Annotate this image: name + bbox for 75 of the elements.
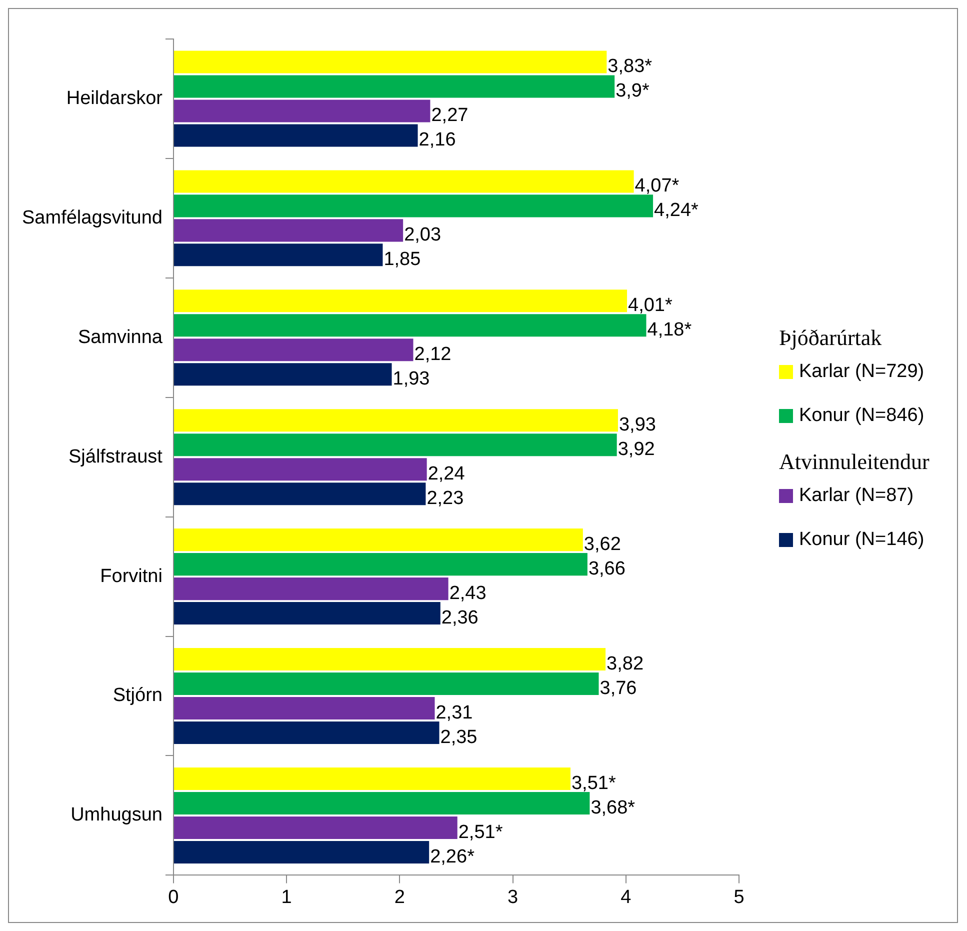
data-label: 3,68* — [590, 797, 636, 818]
x-tick-label: 4 — [620, 886, 632, 908]
data-label: 3,66 — [588, 558, 626, 580]
data-label: 3,51* — [571, 772, 616, 794]
data-label: 2,36 — [441, 608, 478, 629]
bar — [174, 528, 583, 552]
data-label: 1,93 — [392, 368, 430, 390]
bar — [174, 75, 615, 98]
bar — [174, 648, 606, 671]
y-tick-label: Sjálfstraust — [68, 446, 164, 468]
bar — [174, 434, 617, 456]
bar — [174, 170, 634, 193]
data-label: 4,24* — [654, 200, 700, 222]
data-label: 4,07* — [634, 176, 680, 197]
legend-label: Konur (N=146) — [799, 529, 924, 551]
x-tick-label: 1 — [281, 886, 292, 908]
x-tick-label: 0 — [168, 886, 179, 908]
data-label: 2,16 — [418, 130, 456, 151]
data-label: 2,23 — [426, 488, 464, 510]
legend-title: Þjóðarúrtak — [779, 325, 883, 351]
data-label: 3,83* — [608, 56, 653, 78]
bar — [174, 290, 628, 312]
bar — [174, 458, 427, 481]
data-label: 2,43 — [449, 583, 486, 604]
data-label: 3,93 — [618, 414, 656, 436]
bar — [174, 338, 414, 362]
x-tick-label: 5 — [734, 886, 744, 908]
data-label: 2,03 — [404, 224, 442, 246]
bar — [174, 409, 618, 432]
data-label: 2,24 — [428, 464, 466, 485]
bar — [174, 314, 646, 337]
y-tick-label: Forvitni — [100, 566, 162, 587]
bar — [174, 363, 392, 386]
bar — [174, 721, 440, 744]
text: Atvinnuleitendur — [779, 449, 930, 475]
data-label: 2,26* — [430, 846, 476, 868]
data-label: 2,27 — [431, 105, 468, 126]
data-label: 2,12 — [414, 344, 452, 366]
bar — [174, 840, 430, 864]
y-tick-label: Samfélagsvitund — [22, 207, 162, 228]
data-label: 3,76 — [600, 678, 637, 700]
y-tick-label: Samvinna — [78, 326, 163, 348]
data-label: 2,35 — [440, 726, 478, 748]
data-label: 2,51* — [458, 822, 504, 843]
bar — [174, 100, 430, 122]
bar — [174, 124, 418, 147]
bar — [174, 767, 570, 790]
data-label: 4,18* — [647, 320, 692, 341]
data-label: 1,85 — [384, 249, 421, 270]
bar — [174, 578, 448, 600]
x-tick-label: 2 — [394, 886, 405, 908]
data-label: 3,62 — [584, 534, 621, 556]
y-tick-label: Stjórn — [112, 685, 162, 706]
data-label: 3,92 — [618, 439, 655, 460]
bar — [174, 696, 435, 720]
legend-label: Karlar (N=87) — [799, 485, 914, 507]
bar — [174, 816, 458, 839]
bar — [174, 219, 404, 242]
data-label: 4,01* — [628, 295, 674, 316]
y-tick-label: Umhugsun — [70, 804, 162, 826]
data-label: 3,9* — [616, 80, 650, 102]
bar — [174, 194, 654, 218]
data-label: 2,31 — [436, 702, 473, 724]
bar — [174, 50, 607, 74]
x-tick-label: 3 — [508, 886, 518, 908]
bar — [174, 792, 590, 814]
bar — [174, 244, 383, 266]
bar — [174, 482, 426, 506]
data-label: 3,82 — [606, 654, 644, 675]
bar — [174, 672, 599, 696]
legend-label: Konur (N=846) — [799, 405, 924, 427]
legend-label: Karlar (N=729) — [799, 361, 924, 383]
bar — [174, 602, 440, 625]
y-tick-label: Heildarskor — [66, 88, 164, 109]
bar — [174, 553, 588, 576]
